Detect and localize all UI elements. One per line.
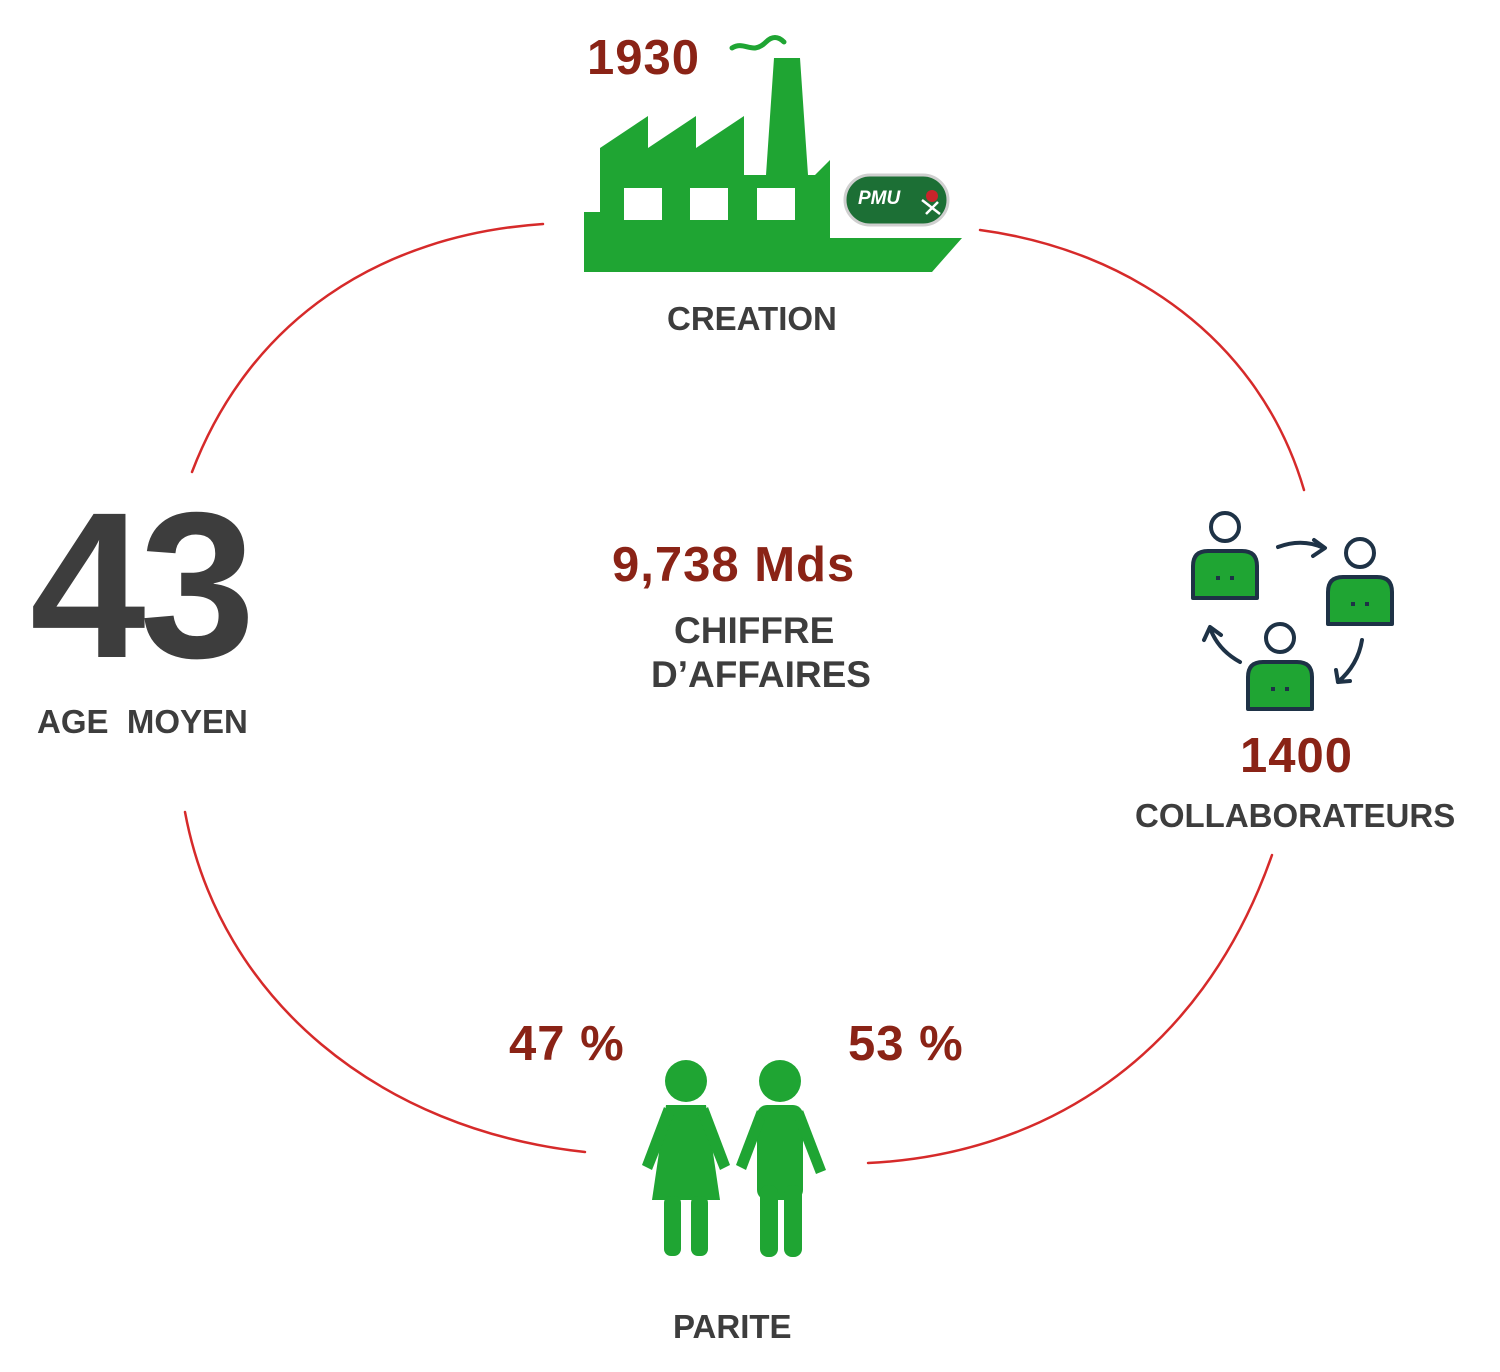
revenue-label-line1: CHIFFRE xyxy=(674,610,835,651)
arc-top-left xyxy=(190,222,545,474)
staff-label: COLLABORATEURS xyxy=(1135,797,1456,834)
age-label: AGE MOYEN xyxy=(37,703,248,740)
revenue-label-line2: D’AFFAIRES xyxy=(651,654,871,695)
staff-value: 1400 xyxy=(1240,729,1354,783)
parity-label: PARITE xyxy=(673,1308,792,1345)
pmu-logo xyxy=(843,173,950,227)
woman-head xyxy=(665,1060,707,1102)
woman-man-icon xyxy=(642,1060,826,1257)
parity-men-value: 53 % xyxy=(848,1017,964,1071)
pmu-logo-text: PMU xyxy=(858,188,901,209)
arc-bottom-left xyxy=(183,810,587,1154)
age-value: 43 xyxy=(30,470,255,702)
arc-top-right xyxy=(978,228,1306,492)
woman-body xyxy=(652,1105,720,1200)
man-head xyxy=(759,1060,801,1102)
creation-year: 1930 xyxy=(587,31,701,85)
revenue-value: 9,738 Mds xyxy=(612,538,856,592)
man-body xyxy=(757,1105,803,1200)
people-rotation-icon xyxy=(1191,511,1394,711)
parity-women-value: 47 % xyxy=(509,1017,625,1071)
factory-icon xyxy=(584,35,962,272)
creation-label: CREATION xyxy=(667,300,837,337)
arc-bottom-right xyxy=(866,853,1274,1165)
